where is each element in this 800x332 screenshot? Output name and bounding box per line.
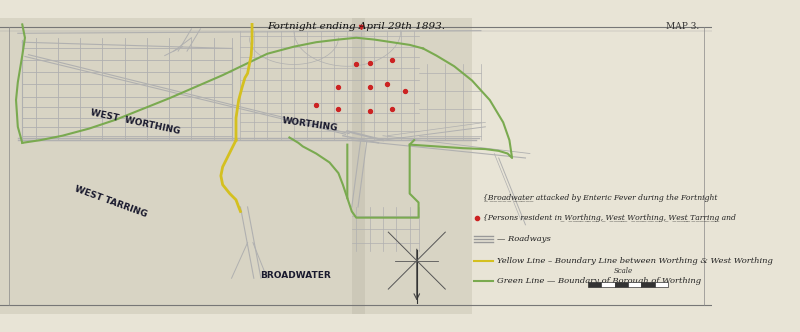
Bar <box>614 282 628 287</box>
Text: WEST TARRING: WEST TARRING <box>73 184 148 219</box>
Text: {Persons resident in ̲W̲o̲r̲t̲h̲i̲n̲g, ̲W̲e̲s̲t̲ ̲W̲o̲r̲t̲h̲i̲n̲g, ̲W̲e̲s̲t̲ ̲T̲: {Persons resident in ̲W̲o̲r̲t̲h̲i̲n̲g, ̲… <box>482 214 735 222</box>
Text: MAP 3.: MAP 3. <box>666 22 699 31</box>
Point <box>310 102 322 107</box>
Text: BROADWATER: BROADWATER <box>260 271 331 280</box>
Bar <box>0 18 472 314</box>
Bar <box>472 18 713 314</box>
Bar <box>601 282 614 287</box>
Text: — Roadways: — Roadways <box>497 235 550 243</box>
Text: Yellow Line – Boundary Line between Worthing & West Worthing: Yellow Line – Boundary Line between Wort… <box>497 257 773 265</box>
Bar <box>588 282 601 287</box>
Point <box>363 84 376 89</box>
Text: Green Line — Boundary of Borough of Worthing: Green Line — Boundary of Borough of Wort… <box>497 277 701 285</box>
Point <box>332 84 345 89</box>
Point <box>381 81 394 87</box>
Text: {̲B̲r̲o̲a̲d̲w̲a̲t̲e̲r̲ attacked by Enteric Fever during the Fortnight: {̲B̲r̲o̲a̲d̲w̲a̲t̲e̲r̲ attacked by Enter… <box>482 195 717 203</box>
Point <box>332 106 345 112</box>
Text: Scale: Scale <box>614 267 633 275</box>
Bar <box>642 282 654 287</box>
Bar <box>654 282 668 287</box>
Text: Fortnight ending April 29th 1893.: Fortnight ending April 29th 1893. <box>267 22 446 31</box>
Point <box>386 57 398 63</box>
Text: WORTHING: WORTHING <box>282 116 338 133</box>
Point <box>363 60 376 65</box>
Point <box>363 108 376 114</box>
Point <box>386 106 398 112</box>
Point <box>350 62 362 67</box>
Point <box>399 89 412 94</box>
Bar <box>352 18 365 314</box>
Text: WEST  WORTHING: WEST WORTHING <box>90 108 181 135</box>
Bar <box>628 282 642 287</box>
